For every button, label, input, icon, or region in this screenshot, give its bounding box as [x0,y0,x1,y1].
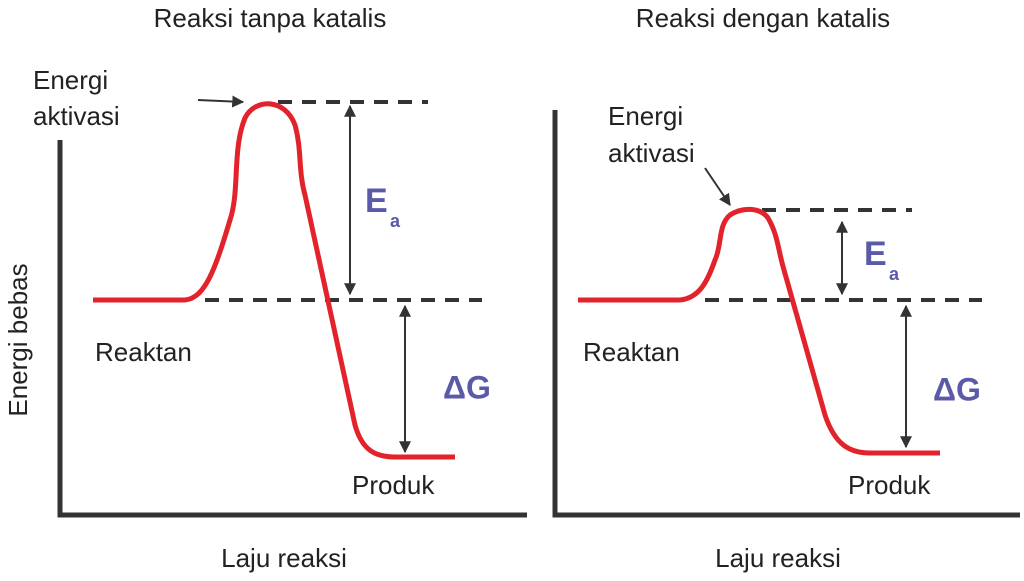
panel-title: Reaksi tanpa katalis [154,3,387,33]
ea-label: E [365,182,388,220]
ea-sub: a [889,264,900,284]
ea-label: E [864,235,887,273]
panel-catalyzed: Reaksi dengan katalis Energi aktivasi E … [552,3,1020,573]
activation-label: aktivasi [608,138,695,168]
product-label: Produk [352,470,435,500]
panel-uncatalyzed: Reaksi tanpa katalis Energi aktivasi E a… [33,3,527,573]
pointer-arrow [704,167,731,206]
activation-label: Energi [608,101,683,131]
axes [57,140,527,518]
product-label: Produk [848,470,931,500]
panel-title: Reaksi dengan katalis [636,3,890,33]
energy-curve [93,101,455,460]
ea-sub: a [390,211,401,231]
y-axis-label: Energi bebas [3,263,33,416]
x-axis-label: Laju reaksi [221,543,347,573]
reactant-label: Reaktan [95,337,192,367]
activation-label: aktivasi [33,101,120,131]
x-axis-label: Laju reaksi [715,543,841,573]
pointer-arrow [197,95,245,108]
activation-label: Energi [33,65,108,95]
energy-curve [578,206,940,456]
axes [552,110,1020,518]
reactant-label: Reaktan [583,337,680,367]
dg-label: ΔG [443,369,491,405]
dg-label: ΔG [933,371,981,407]
